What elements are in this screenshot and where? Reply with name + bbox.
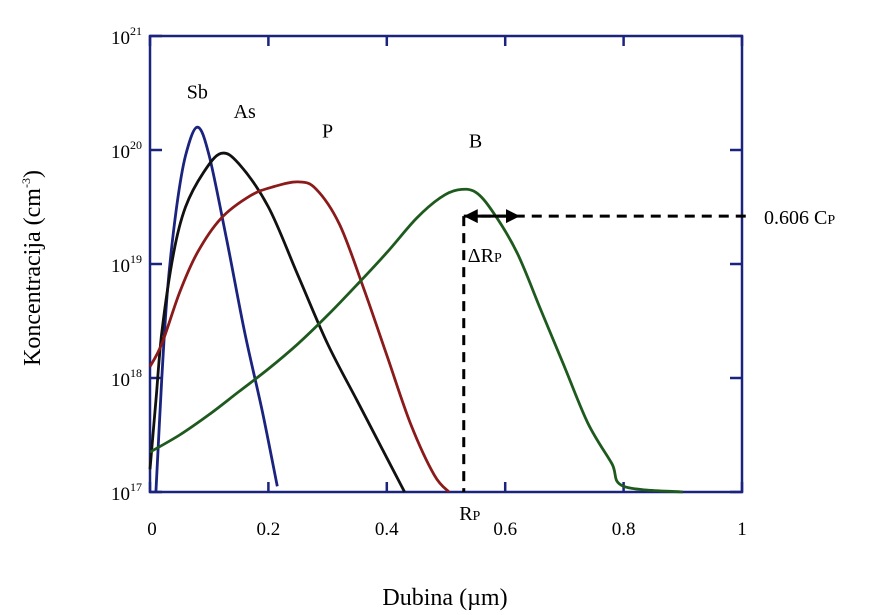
level-label-sub: P — [827, 213, 835, 228]
x-tick-label: 1 — [737, 519, 747, 540]
y-tick-label: 1021 — [111, 24, 142, 49]
series-line-b — [149, 187, 683, 494]
delta-rp-label: ΔRP — [468, 245, 502, 267]
y-tick-label: 1017 — [111, 480, 142, 505]
y-tick-exponent: 18 — [130, 366, 142, 380]
delta-rp-arrow-left — [463, 209, 478, 224]
data-series — [148, 125, 683, 494]
series-line-sb — [154, 125, 279, 493]
y-tick-base: 10 — [111, 370, 130, 391]
y-axis-title-close: ) — [20, 170, 46, 178]
y-tick-exponent: 21 — [130, 24, 142, 38]
y-tick-label: 1018 — [111, 366, 142, 391]
y-tick-base: 10 — [111, 256, 130, 277]
x-tick-label: 0 — [147, 519, 157, 540]
level-label: 0.606 CP — [764, 207, 835, 229]
series-line-as — [148, 151, 406, 493]
level-label-main: 0.606 C — [764, 207, 827, 229]
y-tick-base: 10 — [111, 484, 130, 505]
delta-rp-label-main: ΔR — [468, 245, 495, 267]
rp-label: RP — [459, 503, 480, 525]
rp-label-sub: P — [473, 509, 481, 524]
x-tick-label: 0.4 — [375, 519, 399, 540]
series-label-p: P — [322, 120, 333, 142]
y-tick-exponent: 19 — [130, 252, 142, 266]
rp-label-main: R — [459, 503, 473, 525]
x-axis-title: Dubina (µm) — [382, 585, 507, 611]
y-tick-base: 10 — [111, 142, 130, 163]
series-label-as: As — [234, 101, 256, 123]
series-label-sb: Sb — [187, 82, 208, 104]
series-labels: Sb As P B — [187, 82, 482, 153]
series-label-b: B — [469, 131, 482, 153]
y-tick-exponent: 17 — [130, 480, 142, 494]
x-tick-labels: 0 0.2 0.4 0.6 0.8 1 — [147, 519, 747, 540]
y-tick-label: 1020 — [111, 138, 142, 163]
y-axis-title-main: Koncentracija (cm — [20, 188, 46, 366]
y-tick-exponent: 20 — [130, 138, 142, 152]
x-tick-label: 0.2 — [257, 519, 281, 540]
delta-rp-arrow-right — [506, 209, 520, 224]
y-axis-title-exp: -3 — [19, 178, 33, 188]
series-line-p — [148, 180, 451, 493]
y-tick-base: 10 — [111, 28, 130, 49]
delta-rp-label-sub: P — [494, 251, 502, 266]
x-tick-label: 0.6 — [493, 519, 517, 540]
y-tick-label: 1019 — [111, 252, 142, 277]
x-tick-label: 0.8 — [612, 519, 636, 540]
y-axis-title: Koncentracija (cm-3) — [19, 170, 46, 366]
